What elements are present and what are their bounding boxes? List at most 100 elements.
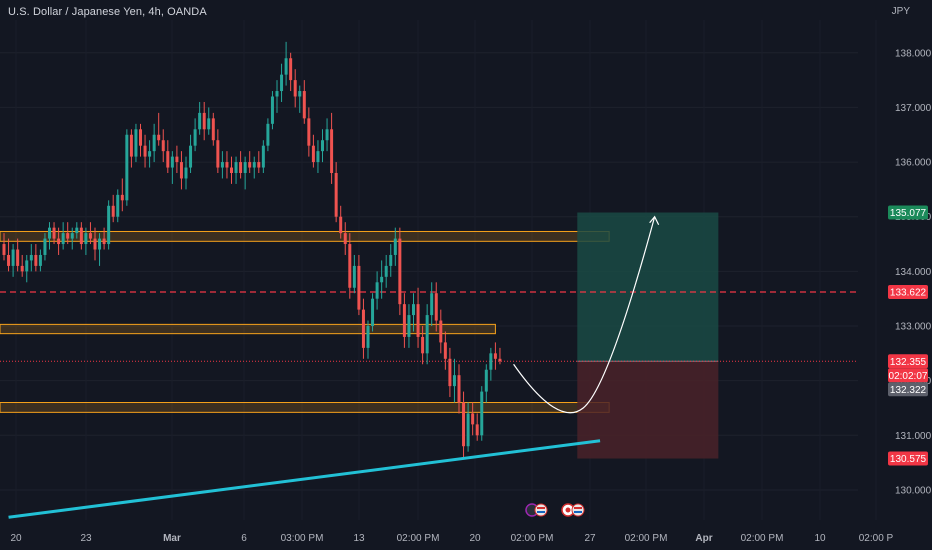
candle-body — [193, 129, 197, 146]
price-badge-bg — [888, 382, 928, 397]
price-badge-bg — [888, 285, 928, 300]
candle-body — [471, 413, 475, 425]
candle-body — [125, 134, 129, 201]
candle-body — [339, 216, 343, 234]
candle-body — [43, 238, 47, 255]
candle-body — [412, 304, 415, 316]
time-tick-label: 20 — [10, 533, 22, 544]
candle-body — [225, 162, 229, 168]
candle-body — [75, 227, 79, 234]
time-tick-label: Mar — [163, 533, 181, 544]
time-tick-label: Apr — [695, 533, 712, 544]
candle-body — [348, 244, 352, 288]
candle-body — [307, 118, 311, 146]
candle-body — [61, 233, 65, 245]
price-tick-label: 130.000 — [895, 485, 932, 496]
candle-body — [248, 162, 252, 168]
candle-body — [298, 91, 302, 97]
candle-body — [462, 402, 466, 447]
candle-body — [439, 320, 443, 343]
candle-body — [20, 265, 24, 272]
candle-body — [280, 74, 284, 92]
candle-body — [66, 233, 70, 239]
drawings — [8, 215, 660, 519]
candle-body — [157, 134, 161, 141]
candle-body — [143, 145, 147, 157]
time-tick-label: 02:00 PM — [511, 533, 554, 544]
candle-body — [316, 151, 320, 163]
chart-title: U.S. Dollar / Japanese Yen, 4h, OANDA — [8, 6, 207, 18]
support-resistance-zones — [0, 230, 610, 413]
candle-body — [402, 304, 406, 337]
price-axis: 130.000131.000132.000133.000134.000135.0… — [888, 48, 932, 496]
candle-body — [211, 118, 215, 141]
candle-body — [239, 162, 243, 174]
price-badge-text: 132.355 — [890, 357, 927, 368]
price-badge-bg — [888, 354, 928, 369]
candle-body — [120, 194, 124, 201]
candle-body — [7, 254, 11, 266]
price-badge-grey: 132.322 — [888, 382, 928, 397]
candle-body — [52, 227, 56, 239]
candle-body — [148, 151, 152, 157]
grid — [0, 20, 877, 520]
candle-body — [139, 129, 142, 146]
time-tick-label: 02:00 PM — [625, 533, 668, 544]
candle-body — [152, 134, 156, 152]
candle-body — [170, 156, 174, 168]
candle-body — [293, 80, 297, 97]
candle-body — [466, 413, 470, 447]
candle-body — [98, 238, 102, 250]
candle-body — [480, 391, 484, 436]
candle-body — [275, 91, 279, 97]
japan-us-flag-event-icon — [561, 503, 585, 517]
candle-body — [393, 238, 397, 255]
price-badge-countdown: 02:02:07 — [888, 368, 928, 383]
candle-body — [184, 167, 188, 179]
candle-body — [179, 162, 183, 179]
candle-body — [389, 254, 393, 266]
price-zone — [0, 402, 610, 413]
candle-body — [29, 254, 33, 261]
price-tick-label: 134.000 — [895, 267, 932, 278]
time-tick-label: 13 — [353, 533, 365, 544]
price-badge-text: 135.077 — [890, 208, 927, 219]
price-badge-text: 132.322 — [890, 385, 927, 396]
candles — [2, 41, 502, 458]
price-badge-level: 133.622 — [888, 285, 928, 300]
time-tick-label: 02:00 P — [859, 533, 894, 544]
candle-body — [252, 162, 256, 168]
candle-body — [270, 96, 274, 124]
candle-body — [38, 254, 42, 266]
price-badge-bg — [888, 451, 928, 466]
candle-body — [243, 162, 247, 174]
candle-body — [448, 358, 452, 387]
candle-body — [79, 227, 83, 245]
candle-body — [475, 424, 479, 436]
price-levels — [0, 291, 858, 362]
candle-body — [343, 233, 347, 245]
candle-body — [311, 145, 315, 163]
price-tick-label: 131.000 — [895, 431, 932, 442]
candle-body — [330, 129, 334, 174]
price-badge-bg — [888, 368, 928, 383]
candle-body — [189, 145, 193, 168]
price-badge-last: 132.355 — [888, 354, 928, 369]
trendline — [8, 439, 601, 519]
candle-body — [57, 238, 61, 245]
candle-body — [366, 326, 370, 348]
time-tick-label: 27 — [584, 533, 596, 544]
candle-body — [421, 336, 425, 354]
candle-body — [361, 309, 365, 348]
price-badge-stop: 130.575 — [888, 451, 928, 466]
candle-body — [284, 58, 288, 75]
price-tick-label: 133.000 — [895, 322, 932, 333]
candle-body — [48, 227, 51, 239]
candle-body — [134, 129, 138, 157]
candle-body — [407, 315, 411, 337]
candle-body — [25, 260, 29, 272]
candle-body — [352, 265, 356, 288]
candle-body — [266, 123, 270, 146]
time-tick-label: 03:00 PM — [281, 533, 324, 544]
